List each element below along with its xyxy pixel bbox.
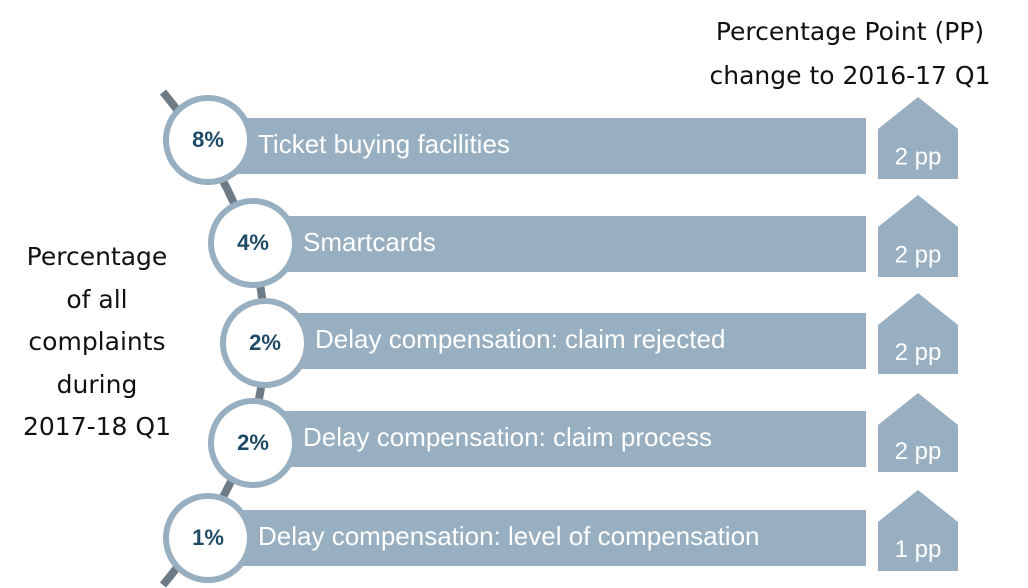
- item-label: Smartcards: [303, 227, 436, 257]
- percent-circle: [163, 95, 253, 185]
- change-arrow: [878, 490, 958, 571]
- change-arrow: [878, 195, 958, 277]
- header-line: Percentage Point (PP): [716, 17, 984, 46]
- item-label: Delay compensation: claim process: [303, 422, 712, 452]
- header-line: change to 2016-17 Q1: [710, 61, 991, 90]
- side-label-line: 2017-18 Q1: [23, 412, 171, 441]
- bar: [253, 411, 866, 467]
- change-arrow: [878, 393, 958, 472]
- side-label-line: during: [57, 370, 138, 399]
- side-label-line: of all: [66, 285, 127, 314]
- item-label: Ticket buying facilities: [258, 129, 510, 159]
- bar: [208, 118, 866, 174]
- change-label: 2 pp: [895, 143, 942, 170]
- percent-label: 1%: [192, 525, 224, 550]
- bar: [253, 216, 866, 272]
- bar: [265, 313, 866, 369]
- percent-label: 2%: [237, 430, 269, 455]
- percent-label: 2%: [249, 330, 281, 355]
- change-arrow: [878, 97, 958, 179]
- percent-label: 8%: [192, 127, 224, 152]
- percent-circle: [220, 298, 310, 388]
- item-label: Delay compensation: level of compensatio…: [258, 521, 760, 551]
- percent-circle: [163, 493, 253, 583]
- change-label: 1 pp: [895, 536, 942, 563]
- item-label: Delay compensation: claim rejected: [315, 324, 725, 354]
- change-label: 2 pp: [895, 438, 942, 465]
- change-label: 2 pp: [895, 339, 942, 366]
- percent-label: 4%: [237, 230, 269, 255]
- side-label-line: Percentage: [27, 242, 168, 271]
- change-label: 2 pp: [895, 241, 942, 268]
- percent-circle: [208, 198, 298, 288]
- side-label-line: complaints: [28, 327, 165, 356]
- change-arrow: [878, 293, 958, 374]
- bar: [208, 510, 866, 566]
- percent-circle: [208, 398, 298, 488]
